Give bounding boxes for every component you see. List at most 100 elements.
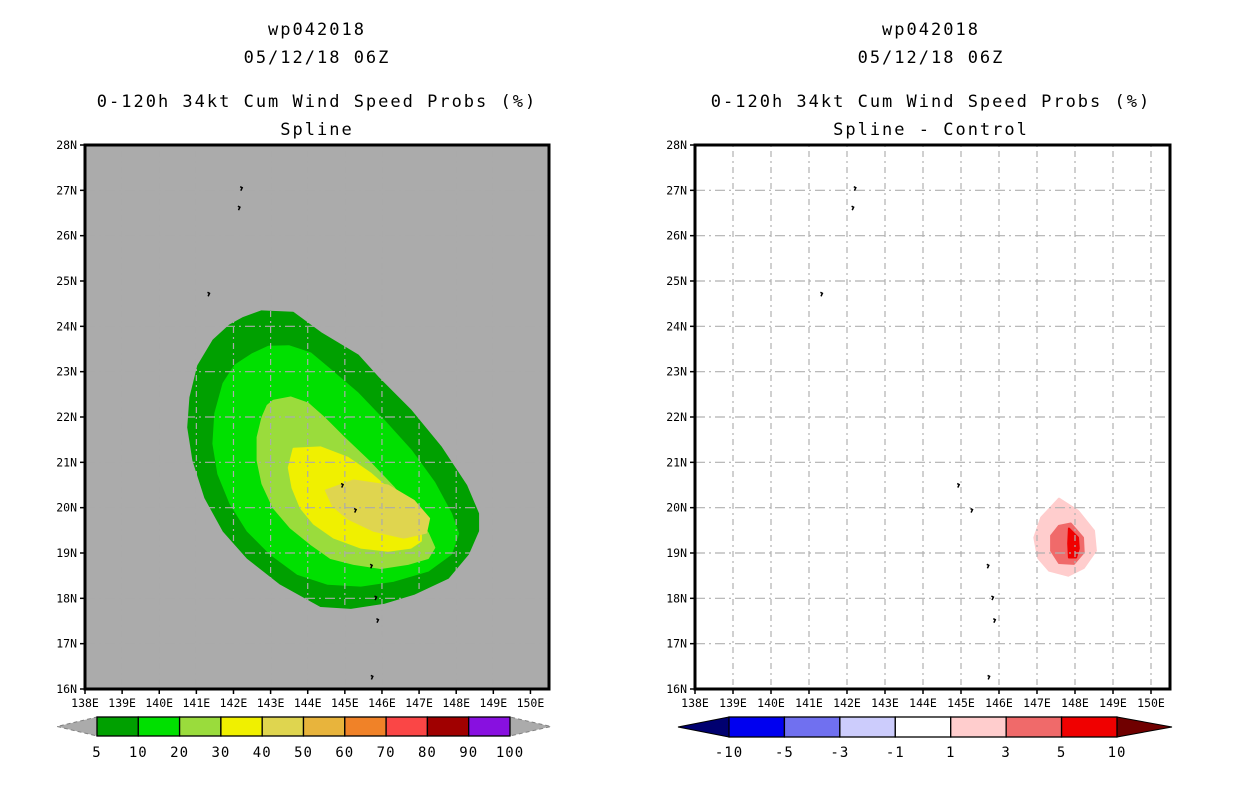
x-tick-label: 139E	[719, 696, 747, 710]
colorbar-segment	[220, 716, 263, 737]
island-mark	[374, 595, 378, 601]
colorbar-label: 1	[946, 745, 955, 761]
colorbar-segment	[950, 716, 1007, 738]
colorbar-label: -3	[830, 745, 849, 761]
island-mark	[970, 507, 974, 513]
y-tick-label: 26N	[666, 229, 687, 243]
product-title-right: 0-120h 34kt Cum Wind Speed Probs (%)	[710, 92, 1152, 112]
colorbar-segment	[468, 716, 511, 737]
x-tick-label: 150E	[1137, 696, 1165, 710]
y-tick-label: 17N	[666, 637, 687, 651]
colorbar-label: 5	[1057, 745, 1066, 761]
right-panel-titles: wp042018 05/12/18 06Z 0-120h 34kt Cum Wi…	[653, 16, 1209, 144]
colorbar-right-arrow	[509, 716, 552, 737]
colorbar-label: 10	[1108, 745, 1127, 761]
colorbar-label: 90	[459, 745, 478, 761]
y-tick-label: 19N	[56, 546, 77, 560]
x-tick-label: 144E	[909, 696, 937, 710]
method-title-left: Spline	[280, 120, 354, 140]
x-tick-label: 147E	[1023, 696, 1051, 710]
x-tick-label: 145E	[331, 696, 359, 710]
island-mark	[369, 563, 374, 569]
colorbar-label: -1	[886, 745, 905, 761]
colorbar-left-arrow	[677, 716, 730, 738]
colorbar-difference: -10 -5 -3 -1 1 3 5 10	[677, 716, 1173, 761]
colorbar-label: -10	[715, 745, 743, 761]
colorbar-segment	[137, 716, 181, 737]
y-tick-label: 18N	[56, 591, 77, 605]
y-tick-label: 16N	[56, 682, 77, 696]
island-mark	[986, 563, 990, 569]
colorbar-segment	[178, 716, 222, 737]
x-tick-label: 141E	[795, 696, 823, 710]
y-tick-label: 16N	[666, 682, 687, 696]
colorbar-segment	[96, 716, 139, 737]
y-tick-label: 27N	[56, 183, 77, 197]
x-tick-label: 145E	[947, 696, 975, 710]
colorbar-segment	[385, 716, 429, 737]
x-tick-label: 144E	[294, 696, 322, 710]
x-tick-label: 140E	[145, 696, 173, 710]
y-tick-label: 24N	[666, 319, 687, 333]
y-tick-label: 18N	[666, 591, 687, 605]
x-tick-label: 142E	[833, 696, 861, 710]
y-tick-label: 24N	[56, 319, 77, 333]
y-tick-label: 19N	[666, 546, 687, 560]
colorbar-segment	[302, 716, 346, 737]
init-time-right: 05/12/18 06Z	[857, 48, 1005, 68]
y-tick-label: 28N	[666, 138, 687, 152]
map-panel-difference: 138E 139E 140E 141E 142E 143E 144E 145E 146E 147E…	[666, 138, 1172, 710]
y-tick-label: 21N	[56, 455, 77, 469]
colorbar-segment	[426, 716, 470, 737]
island-mark	[376, 618, 380, 624]
colorbar-segment	[344, 716, 387, 737]
x-tick-label: 143E	[871, 696, 899, 710]
island-mark	[851, 205, 855, 211]
x-tick-label: 140E	[757, 696, 785, 710]
island-mark	[987, 674, 991, 680]
y-tick-label: 28N	[56, 138, 77, 152]
island-mark	[353, 507, 358, 513]
colorbar-label: 60	[335, 745, 354, 761]
colorbar-segment	[1005, 716, 1063, 738]
product-title-left: 0-120h 34kt Cum Wind Speed Probs (%)	[96, 92, 538, 112]
x-tick-label: 141E	[183, 696, 211, 710]
y-tick-label: 25N	[666, 274, 687, 288]
colorbar-probability: 5 10 20 30 40 50 60 70 80 90 100	[56, 716, 552, 761]
island-mark	[991, 595, 995, 601]
island-mark	[207, 291, 211, 297]
colorbar-label: 80	[418, 745, 437, 761]
y-tick-label: 22N	[56, 410, 77, 424]
x-tick-label: 138E	[681, 696, 709, 710]
x-tick-label: 146E	[985, 696, 1013, 710]
x-tick-label: 146E	[368, 696, 396, 710]
storm-id-right: wp042018	[882, 20, 980, 40]
island-mark	[956, 482, 961, 488]
y-tick-label: 23N	[56, 365, 77, 379]
colorbar-label: 3	[1001, 745, 1010, 761]
y-tick-label: 21N	[666, 455, 687, 469]
y-tick-label: 23N	[666, 365, 687, 379]
x-tick-label: 148E	[1061, 696, 1089, 710]
island-mark	[370, 674, 374, 680]
colorbar-label: 70	[377, 745, 396, 761]
y-tick-label: 20N	[56, 501, 77, 515]
island-mark	[820, 291, 824, 297]
x-tick-label: 139E	[108, 696, 136, 710]
colorbar-label: 20	[170, 745, 189, 761]
x-tick-label: 143E	[257, 696, 285, 710]
y-tick-label: 22N	[666, 410, 687, 424]
colorbar-label: -5	[775, 745, 794, 761]
colorbar-segment	[894, 716, 952, 738]
storm-id-left: wp042018	[268, 20, 366, 40]
map-panel-probability: 138E 139E 140E 141E 142E 143E 144E 145E 146E 147E…	[56, 138, 551, 710]
colorbar-right-arrow	[1116, 716, 1173, 738]
y-tick-label: 27N	[666, 183, 687, 197]
island-mark	[992, 618, 997, 624]
island-mark	[237, 205, 241, 211]
x-tick-label: 147E	[405, 696, 433, 710]
island-mark	[853, 186, 857, 192]
x-tick-label: 138E	[71, 696, 99, 710]
colorbar-label: 30	[211, 745, 230, 761]
